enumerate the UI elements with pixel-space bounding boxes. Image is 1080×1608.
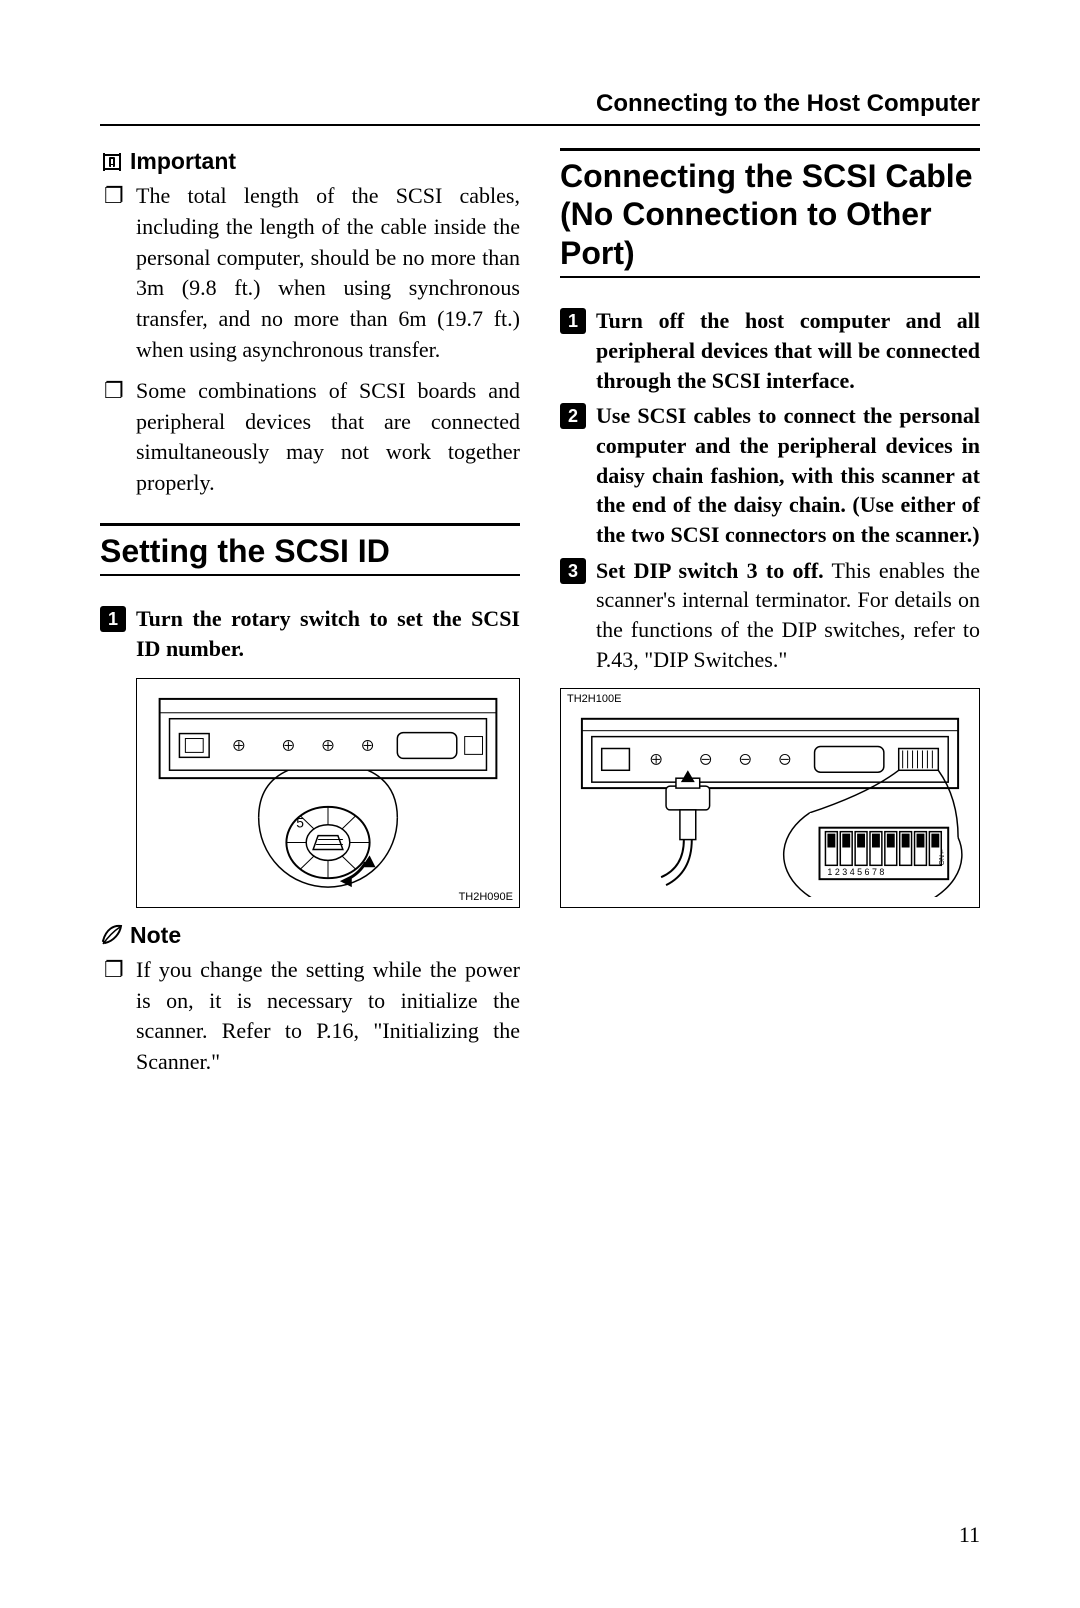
- step: 3 Set DIP switch 3 to off. This enables …: [560, 556, 980, 675]
- step-text: Turn the rotary switch to set the SCSI I…: [136, 604, 520, 663]
- step-lead-text: Set DIP switch 3 to off.: [596, 558, 824, 583]
- page-number: 11: [100, 1522, 980, 1548]
- rotary-switch-diagram: 5: [147, 689, 509, 897]
- important-heading: Important: [100, 148, 520, 175]
- dip-switch-diagram: 1 2 3 4 5 6 7 8 ON←: [571, 699, 969, 897]
- svg-text:ON←: ON←: [939, 848, 946, 865]
- step: 1 Turn off the host computer and all per…: [560, 306, 980, 395]
- figure-dip-switch: TH2H100E: [560, 688, 980, 908]
- step: 1 Turn the rotary switch to set the SCSI…: [100, 604, 520, 663]
- important-icon: [100, 150, 124, 174]
- important-list: The total length of the SCSI cables, inc…: [100, 181, 520, 499]
- step-text: Turn off the host computer and all perip…: [596, 306, 980, 395]
- note-label: Note: [130, 922, 181, 949]
- list-item: The total length of the SCSI cables, inc…: [100, 181, 520, 366]
- figure-label: TH2H090E: [459, 891, 513, 903]
- left-column: Important The total length of the SCSI c…: [100, 148, 520, 1102]
- page: Connecting to the Host Computer Importan…: [0, 0, 1080, 1608]
- two-column-layout: Important The total length of the SCSI c…: [100, 148, 980, 1102]
- step-text: Use SCSI cables to connect the personal …: [596, 401, 980, 549]
- note-icon: [100, 923, 124, 947]
- svg-text:1 2 3 4 5 6 7 8: 1 2 3 4 5 6 7 8: [827, 868, 884, 878]
- section-heading-cable: Connecting the SCSI Cable (No Connection…: [560, 148, 980, 278]
- step-text: Set DIP switch 3 to off. This enables th…: [596, 556, 980, 675]
- step-number-icon: 1: [100, 606, 126, 632]
- step: 2 Use SCSI cables to connect the persona…: [560, 401, 980, 549]
- note-list: If you change the setting while the powe…: [100, 955, 520, 1078]
- section-heading-scsi-id: Setting the SCSI ID: [100, 523, 520, 576]
- figure-label: TH2H100E: [567, 693, 621, 705]
- list-item: Some combinations of SCSI boards and per…: [100, 376, 520, 499]
- important-label: Important: [130, 148, 236, 175]
- list-item: If you change the setting while the powe…: [100, 955, 520, 1078]
- step-number-icon: 3: [560, 558, 586, 584]
- step-number-icon: 2: [560, 403, 586, 429]
- step-number-icon: 1: [560, 308, 586, 334]
- right-column: Connecting the SCSI Cable (No Connection…: [560, 148, 980, 1102]
- note-heading: Note: [100, 922, 520, 949]
- figure-rotary-switch: 5 TH2H090E: [136, 678, 520, 908]
- page-header: Connecting to the Host Computer: [100, 90, 980, 126]
- svg-text:5: 5: [296, 814, 304, 830]
